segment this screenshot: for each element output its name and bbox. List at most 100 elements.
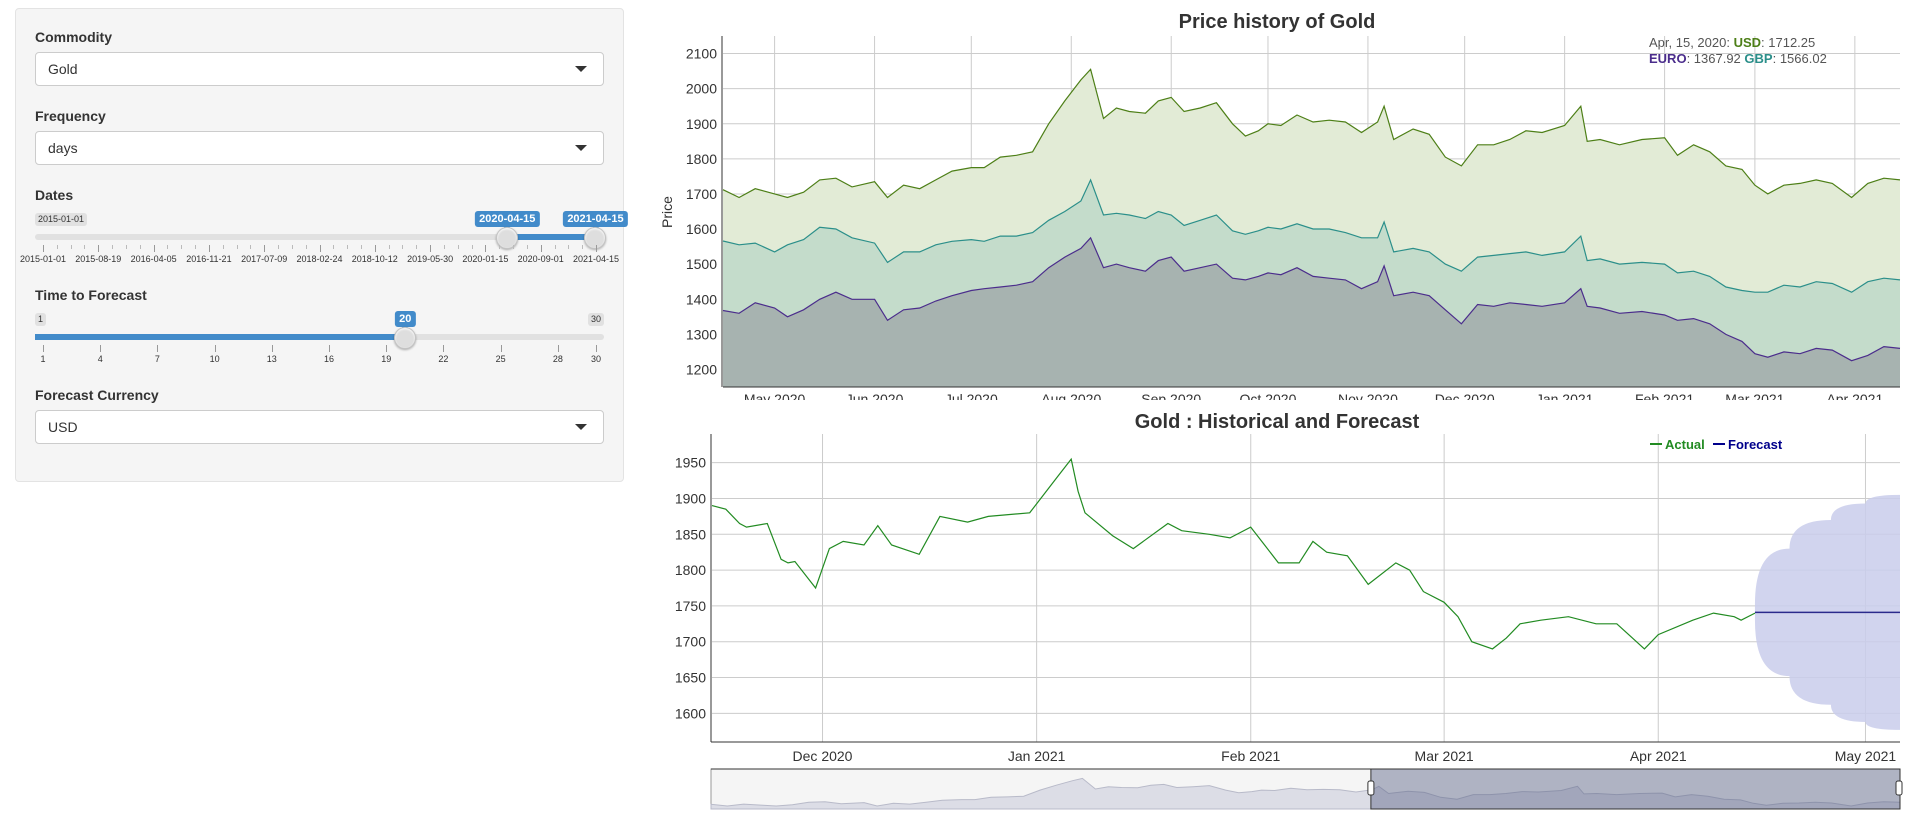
forecast-time-tick-label: 1	[40, 354, 46, 364]
dates-minor-tick	[333, 245, 335, 249]
price-history-y-axis: 1200 1300 1400 1500 1600 1700 1800 1900 2000 2100	[686, 46, 717, 378]
dates-from-handle[interactable]	[496, 227, 519, 249]
forecast-time-tick	[214, 345, 216, 352]
price-history-x-tick-label: Nov 2020	[1338, 391, 1398, 400]
price-history-y-tick-label: 1200	[686, 361, 717, 377]
forecast-time-tick-label: 25	[495, 354, 506, 364]
price-history-x-tick-label: Jul 2020	[945, 391, 998, 400]
price-history-x-tick-label: Jan 2021	[1536, 391, 1594, 400]
forecast-time-tick-label: 10	[209, 354, 220, 364]
dates-minor-tick	[70, 245, 72, 249]
dates-tick	[540, 245, 542, 252]
dates-minor-tick	[278, 245, 280, 249]
navigator-right-handle[interactable]	[1895, 780, 1903, 796]
price-history-x-tick-label: Aug 2020	[1041, 391, 1101, 400]
forecast-time-max-label: 30	[587, 313, 604, 326]
price-history-x-tick-label: Dec 2020	[1435, 391, 1495, 400]
forecast-time-label: Time to Forecast	[35, 287, 147, 303]
price-history-x-tick-label: Jun 2020	[846, 391, 904, 400]
forecast-y-tick-label: 1750	[675, 598, 706, 614]
caret-down-icon	[575, 66, 587, 72]
series-line-gbp	[722, 178, 1901, 293]
series-line-usd	[722, 68, 1901, 199]
dates-minor-tick	[388, 245, 390, 249]
dates-minor-tick	[568, 245, 570, 249]
commodity-label: Commodity	[35, 29, 112, 45]
dates-minor-tick	[181, 245, 183, 249]
forecast-x-tick-label: Dec 2020	[793, 748, 853, 764]
forecast-legend: Actual Forecast	[1650, 437, 1783, 452]
dates-tick	[319, 245, 321, 252]
forecast-y-tick-label: 1850	[675, 526, 706, 542]
legend-euro-name: EURO	[1649, 51, 1687, 66]
currency-select[interactable]: USD	[35, 410, 604, 444]
series-line-euro	[722, 236, 1901, 362]
dates-minor-tick	[443, 245, 445, 249]
price-history-x-tick-label: Oct 2020	[1240, 391, 1297, 400]
price-history-legend: Apr, 15, 2020: USD: 1712.25 EURO: 1367.9…	[1649, 35, 1827, 66]
forecast-lines	[711, 457, 1900, 650]
dates-tick	[264, 245, 266, 252]
legend-gbp-name: GBP	[1744, 51, 1773, 66]
price-history-x-tick-label: Sep 2020	[1141, 391, 1201, 400]
price-history-x-tick-label: Feb 2021	[1635, 391, 1694, 400]
dates-minor-tick	[582, 245, 584, 249]
frequency-label: Frequency	[35, 108, 106, 124]
legend-forecast: Forecast	[1728, 437, 1783, 452]
legend-actual: Actual	[1665, 437, 1705, 452]
forecast-time-tick	[271, 345, 273, 352]
price-history-y-tick-label: 1800	[686, 151, 717, 167]
forecast-y-tick-label: 1650	[675, 670, 706, 686]
dates-minor-tick	[125, 245, 127, 249]
dates-tick	[485, 245, 487, 252]
dates-to-value: 2021-04-15	[563, 211, 628, 230]
forecast-chart[interactable]: Gold : Historical and Forecast 1600 1650 1…	[650, 404, 1918, 835]
legend-euro-value: 1367.92	[1694, 51, 1741, 66]
forecast-title: Gold : Historical and Forecast	[1135, 411, 1420, 433]
forecast-y-tick-label: 1800	[675, 562, 706, 578]
dates-slider-selection	[507, 234, 596, 240]
forecast-time-tick	[500, 345, 502, 352]
forecast-time-tick-label: 28	[552, 354, 563, 364]
forecast-time-min-label: 1	[35, 313, 47, 326]
dates-minor-tick	[554, 245, 556, 249]
forecast-y-tick-label: 1950	[675, 455, 706, 471]
series-line-actual	[711, 457, 1756, 650]
dates-minor-tick	[457, 245, 459, 249]
dates-slider-track[interactable]	[35, 234, 604, 240]
dates-minor-tick	[250, 245, 252, 249]
forecast-time-tick-label: 30	[590, 354, 602, 364]
dates-minor-tick	[347, 245, 349, 249]
dates-minor-tick	[236, 245, 238, 249]
area-euro	[723, 237, 1900, 387]
dates-minor-tick	[471, 245, 473, 249]
sidebar-panel: Commodity Gold Frequency days Dates 2015…	[15, 8, 628, 482]
dates-tick	[430, 245, 432, 252]
range-navigator[interactable]	[710, 768, 1903, 810]
forecast-time-handle[interactable]	[394, 327, 417, 349]
dates-minor-tick	[112, 245, 114, 249]
price-history-x-tick-label: Mar 2021	[1725, 391, 1784, 400]
dates-minor-tick	[56, 245, 58, 249]
frequency-value: days	[48, 140, 78, 156]
navigator-selection-window[interactable]	[1370, 768, 1901, 810]
dates-tick	[43, 245, 44, 252]
forecast-time-tick	[329, 345, 331, 352]
dates-to-handle[interactable]	[584, 227, 607, 249]
dates-range-slider[interactable]: 2015-01-01 2020-04-15 2021-04-15 2015-01…	[20, 199, 628, 269]
dates-tick	[153, 245, 155, 252]
forecast-time-tick-label: 7	[154, 354, 160, 364]
price-history-chart[interactable]: Price history of Gold 1200 1300 1400 1500 16…	[650, 0, 1918, 400]
forecast-time-slider[interactable]: 1 30 20 1 4 7 10 13 16 19 22 25 28 30	[35, 299, 604, 369]
frequency-select[interactable]: days	[35, 131, 604, 165]
forecast-y-axis: 1600 1650 1700 1750 1800 1850 1900 1950	[675, 455, 706, 722]
navigator-left-handle[interactable]	[1367, 780, 1375, 796]
commodity-select[interactable]: Gold	[35, 52, 604, 86]
currency-value: USD	[48, 419, 78, 435]
forecast-y-tick-label: 1600	[675, 705, 706, 721]
price-history-y-tick-label: 1300	[686, 326, 717, 342]
dates-minor-tick	[499, 245, 501, 249]
dates-minor-tick	[84, 245, 86, 249]
forecast-time-tick-label: 4	[97, 354, 103, 364]
dates-tick	[596, 245, 597, 252]
